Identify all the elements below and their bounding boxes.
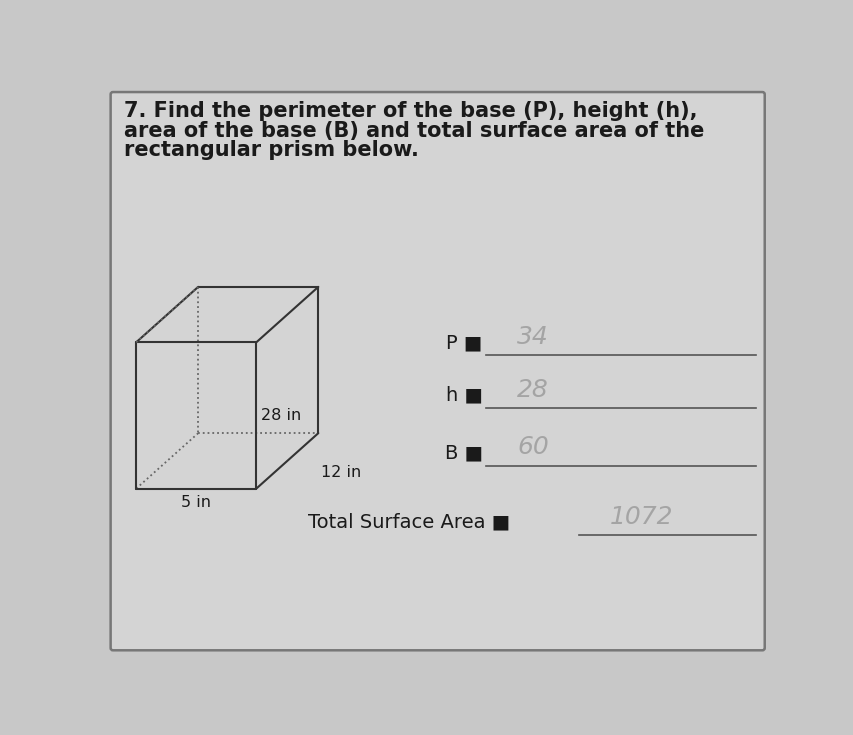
Text: 60: 60 — [517, 435, 548, 459]
Text: area of the base (B) and total surface area of the: area of the base (B) and total surface a… — [124, 121, 704, 140]
Text: P ■: P ■ — [446, 333, 482, 352]
FancyBboxPatch shape — [111, 92, 763, 650]
Text: rectangular prism below.: rectangular prism below. — [124, 140, 418, 159]
Text: h ■: h ■ — [445, 386, 482, 405]
Text: 28 in: 28 in — [261, 408, 301, 423]
Text: 12 in: 12 in — [321, 465, 362, 480]
Text: 1072: 1072 — [609, 505, 672, 528]
Text: 7. Find the perimeter of the base (P), height (h),: 7. Find the perimeter of the base (P), h… — [124, 101, 697, 121]
Text: 5 in: 5 in — [181, 495, 211, 510]
Text: B ■: B ■ — [444, 443, 482, 462]
Text: 34: 34 — [517, 325, 548, 349]
Text: 28: 28 — [517, 378, 548, 401]
Text: Total Surface Area ■: Total Surface Area ■ — [308, 513, 510, 531]
